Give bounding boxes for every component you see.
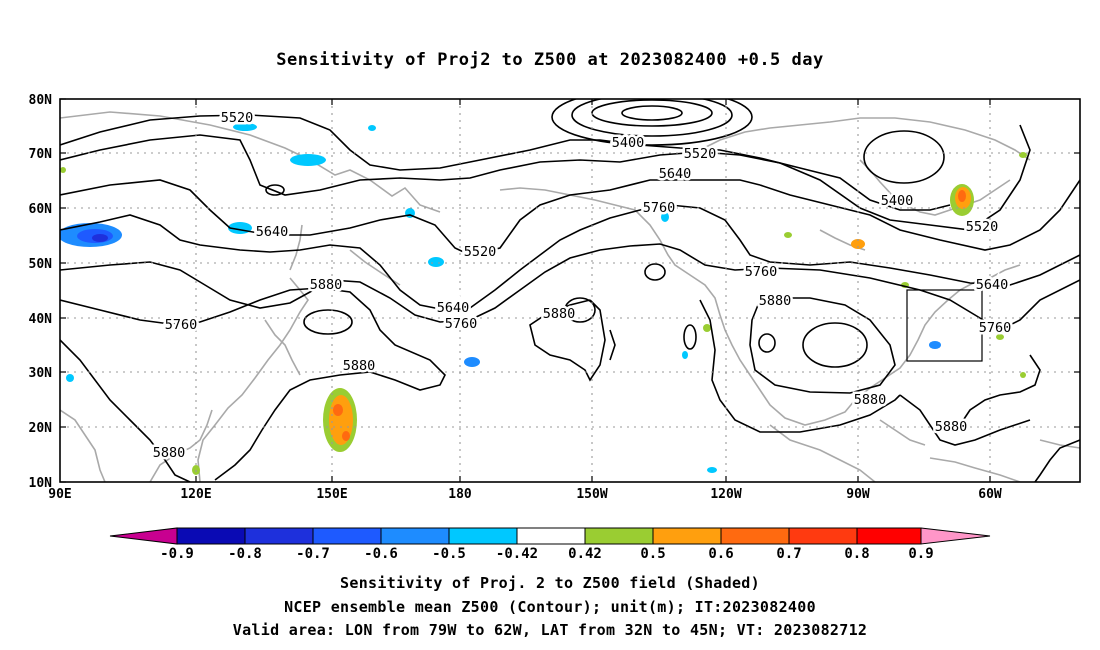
caption-line-2: NCEP ensemble mean Z500 (Contour); unit(… — [284, 598, 816, 616]
latitude-labels: 80N 70N 60N 50N 40N 30N 20N 10N — [29, 93, 53, 491]
colorbar-label: -0.9 — [160, 546, 194, 562]
colorbar-label: 0.6 — [708, 546, 733, 562]
colorbar-label: 0.9 — [908, 546, 933, 562]
colorbar-label: -0.42 — [496, 546, 538, 562]
contour-label: 5760 — [745, 264, 778, 280]
colorbar-label: -0.5 — [432, 546, 466, 562]
lon-label: 120W — [710, 487, 741, 502]
contour-label: 5880 — [343, 358, 376, 374]
contour-label: 5400 — [881, 193, 914, 209]
contour-label: 5520 — [966, 219, 999, 235]
contour-label: 5520 — [221, 110, 254, 126]
lat-label: 30N — [29, 366, 53, 381]
contour-label: 5760 — [979, 320, 1012, 336]
colorbar-bin — [380, 527, 450, 545]
colorbar-bin — [584, 527, 654, 545]
lon-label: 150E — [316, 487, 347, 502]
contour-label: 5520 — [684, 146, 717, 162]
colorbar-label: -0.8 — [228, 546, 262, 562]
colorbar-upper-extend — [920, 527, 991, 545]
valid-area-box — [906, 289, 983, 362]
lat-label: 10N — [29, 476, 53, 491]
contour-label: 5520 — [464, 244, 497, 260]
lon-label: 90E — [48, 487, 71, 502]
lon-label: 60W — [978, 487, 1002, 502]
z500-contours — [60, 99, 1080, 482]
contour-label: 5640 — [659, 166, 692, 182]
contour-label: 5880 — [759, 293, 792, 309]
contour-label: 5640 — [976, 277, 1009, 293]
colorbar-label: -0.6 — [364, 546, 398, 562]
contour-label: 5760 — [445, 316, 478, 332]
contour-label: 5880 — [543, 306, 576, 322]
contour-labels: 5520 5400 5520 5640 5760 5400 5520 5640 … — [150, 108, 1014, 464]
colorbar-bin — [448, 527, 518, 545]
contour-label: 5400 — [612, 135, 645, 151]
lon-label: 150W — [576, 487, 607, 502]
colorbar-label: 0.5 — [640, 546, 665, 562]
colorbar-bin — [720, 527, 790, 545]
colorbar-label: -0.7 — [296, 546, 330, 562]
colorbar-lower-extend — [109, 527, 178, 545]
sensitivity-shading — [60, 123, 1027, 475]
contour-label: 5640 — [256, 224, 289, 240]
colorbar-bin — [516, 527, 586, 545]
contour-label: 5880 — [935, 419, 968, 435]
colorbar-label: 0.8 — [844, 546, 869, 562]
lon-label: 180 — [448, 487, 472, 502]
lon-label: 90W — [846, 487, 870, 502]
lat-label: 40N — [29, 312, 53, 327]
caption-line-1: Sensitivity of Proj. 2 to Z500 field (Sh… — [340, 574, 760, 592]
colorbar — [109, 527, 991, 545]
map-title: Sensitivity of Proj2 to Z500 at 20230824… — [276, 50, 824, 70]
gridlines — [60, 99, 1080, 482]
lat-label: 70N — [29, 147, 53, 162]
colorbar-bin — [244, 527, 314, 545]
lon-label: 120E — [180, 487, 211, 502]
contour-label: 5760 — [165, 317, 198, 333]
contour-label: 5880 — [854, 392, 887, 408]
colorbar-label: 0.7 — [776, 546, 801, 562]
colorbar-bin — [312, 527, 382, 545]
axis-ticks — [60, 98, 1080, 483]
colorbar-label: 0.42 — [568, 546, 602, 562]
colorbar-bin — [652, 527, 722, 545]
contour-label: 5880 — [310, 277, 343, 293]
colorbar-bin — [856, 527, 922, 545]
caption-line-3: Valid area: LON from 79W to 62W, LAT fro… — [232, 621, 868, 639]
lat-label: 50N — [29, 257, 53, 272]
lat-label: 80N — [29, 93, 53, 108]
map-frame — [59, 98, 1081, 483]
longitude-labels: 90E 120E 150E 180 150W 120W 90W 60W — [48, 487, 1002, 502]
contour-label: 5880 — [153, 445, 186, 461]
colorbar-labels: -0.9 -0.8 -0.7 -0.6 -0.5 -0.42 0.42 0.5 … — [160, 546, 934, 562]
contour-label: 5760 — [643, 200, 676, 216]
lat-label: 20N — [29, 421, 53, 436]
colorbar-bin — [176, 527, 246, 545]
lat-label: 60N — [29, 202, 53, 217]
contour-label: 5640 — [437, 300, 470, 316]
coastlines — [60, 111, 1080, 482]
colorbar-bin — [788, 527, 858, 545]
